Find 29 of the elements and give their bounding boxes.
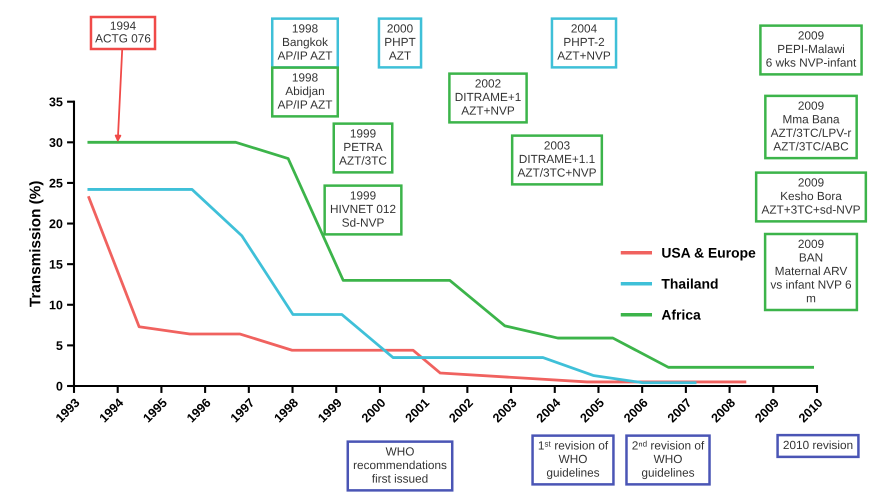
text: WHO recommendations first issued (354, 447, 446, 483)
annotation: 1998 Abidjan AP/IP AZT (278, 73, 332, 109)
text: 2000 PHPT AZT (385, 24, 416, 60)
text: 2004 PHPT-2 AZT+NVP (557, 24, 610, 60)
y-tick-label: 35 (49, 98, 63, 106)
text: 1998 Bangkok AP/IP AZT (278, 24, 332, 60)
text: 2010 revision (783, 440, 852, 450)
annotation: 2009 Kesho Bora AZT+3TC+sd-NVP (761, 178, 860, 214)
annotation: 1994 ACTG 076 (95, 21, 150, 43)
legend-label: Africa (662, 310, 701, 320)
legend-label: USA & Europe (662, 248, 756, 260)
annotation: 1999 HIVNET 012 Sd-NVP (330, 191, 396, 227)
y-tick-label: 5 (56, 341, 63, 350)
y-tick-label: 10 (50, 300, 62, 310)
text: 1ˢᵗ revision of WHO guidelines (538, 440, 608, 480)
y-tick-label: 0 (56, 382, 62, 391)
y-tick-label: 20 (49, 219, 62, 228)
y-axis-title: Transmission (%) (29, 181, 44, 307)
annotation: 1999 PETRA AZT/3TC (339, 129, 386, 165)
y-tick-label: 30 (49, 138, 62, 147)
y-tick-label: 15 (50, 260, 63, 269)
annotation: 2003 DITRAME+1.1 AZT/3TC+NVP (518, 141, 596, 177)
y-tick-label: 25 (49, 178, 63, 188)
annotation: 2009 Mma Bana AZT/3TC/LPV-r AZT/3TC/ABC (770, 101, 852, 151)
text: 2ⁿᵈ revision of WHO guidelines (632, 440, 704, 480)
legend-label: Thailand (662, 278, 718, 289)
text: 2009 PEPI-Malawi 6 wks NVP-infant (766, 31, 856, 67)
annotation: 2002 DITRAME+1 AZT+NVP (456, 79, 521, 115)
annotation: 2009 BAN Maternal ARV vs infant NVP 6 m (770, 240, 852, 302)
